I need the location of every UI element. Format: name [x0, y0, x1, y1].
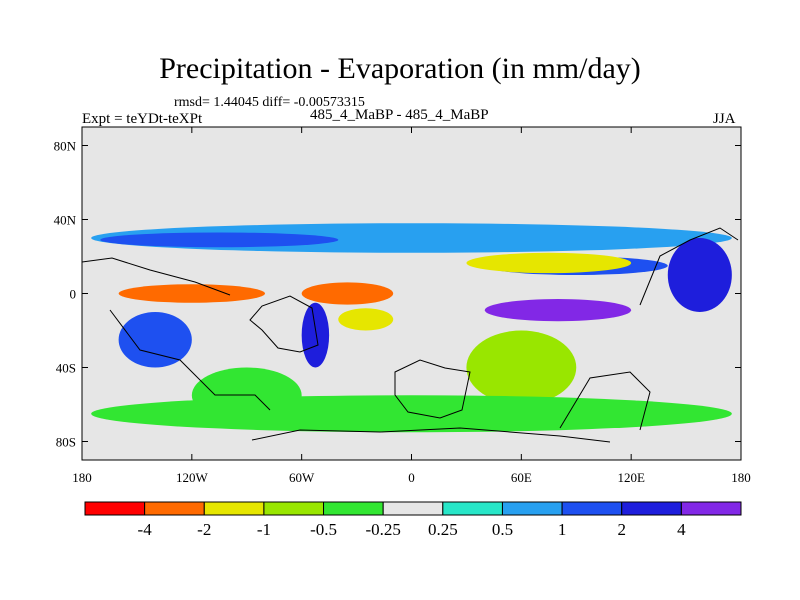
region-southern-ocean-green: [91, 395, 732, 433]
x-tick-label: 60E: [511, 470, 532, 485]
y-tick-label: 40N: [54, 213, 77, 228]
x-tick-label: 60W: [289, 470, 315, 485]
region-north-indian-dry: [466, 252, 632, 274]
colorbar-box: [621, 501, 682, 516]
colorbar-box: [442, 501, 503, 516]
region-south-pacific-wet: [118, 312, 192, 368]
colorbar-box: [323, 501, 384, 516]
colorbar-label: 1: [558, 520, 567, 539]
region-south-indian-dry: [466, 330, 577, 405]
colorbar-label: -0.5: [310, 520, 337, 539]
x-tick-label: 120E: [617, 470, 645, 485]
y-tick-label: 40S: [56, 361, 76, 376]
region-band-north-inner: [100, 232, 339, 248]
x-tick-label: 120W: [176, 470, 209, 485]
tick-marks: [81, 127, 742, 460]
experiment-label: Expt = teYDt-teXPt: [82, 111, 203, 127]
colorbar-box: [203, 501, 265, 516]
chart-title: Precipitation - Evaporation (in mm/day): [159, 52, 641, 85]
colorbar-box: [84, 501, 146, 516]
region-south-america-wet: [301, 302, 330, 368]
case-label: 485_4_MaBP - 485_4_MaBP: [310, 107, 489, 123]
season-label: JJA: [713, 111, 736, 127]
region-indian-wet: [484, 299, 632, 322]
colorbar-box: [680, 501, 742, 516]
x-tick-label: 180: [731, 470, 751, 485]
colorbar-label: 0.5: [492, 520, 513, 539]
colorbar-label: 0.25: [428, 520, 458, 539]
colorbar-box: [263, 501, 325, 516]
colorbar-label: -2: [197, 520, 211, 539]
y-tick-label: 80S: [56, 435, 76, 450]
y-tick-label: 0: [70, 287, 77, 302]
x-tick-label: 180: [72, 470, 92, 485]
colorbar-box: [382, 501, 444, 516]
colorbar-label: -1: [257, 520, 271, 539]
region-west-pacific-wet: [667, 238, 732, 312]
colorbar-label: 4: [677, 520, 686, 539]
region-east-pacific-dry: [118, 284, 266, 303]
region-south-atlantic-dry: [338, 308, 394, 331]
colorbar-box: [561, 501, 623, 516]
colorbar-label: 2: [617, 520, 626, 539]
x-tick-label: 0: [408, 470, 415, 485]
colorbar-label: -4: [138, 520, 153, 539]
y-tick-label: 80N: [54, 139, 77, 154]
colorbar-box: [501, 501, 563, 516]
coastlines: [82, 227, 739, 443]
field-regions: [91, 223, 732, 433]
region-atlantic-dry: [301, 282, 394, 305]
colorbar-label: -0.25: [365, 520, 400, 539]
stats-text: rmsd= 1.44045 diff= -0.00573315: [174, 95, 365, 110]
colorbar-box: [144, 501, 205, 516]
colorbar: [84, 501, 742, 516]
